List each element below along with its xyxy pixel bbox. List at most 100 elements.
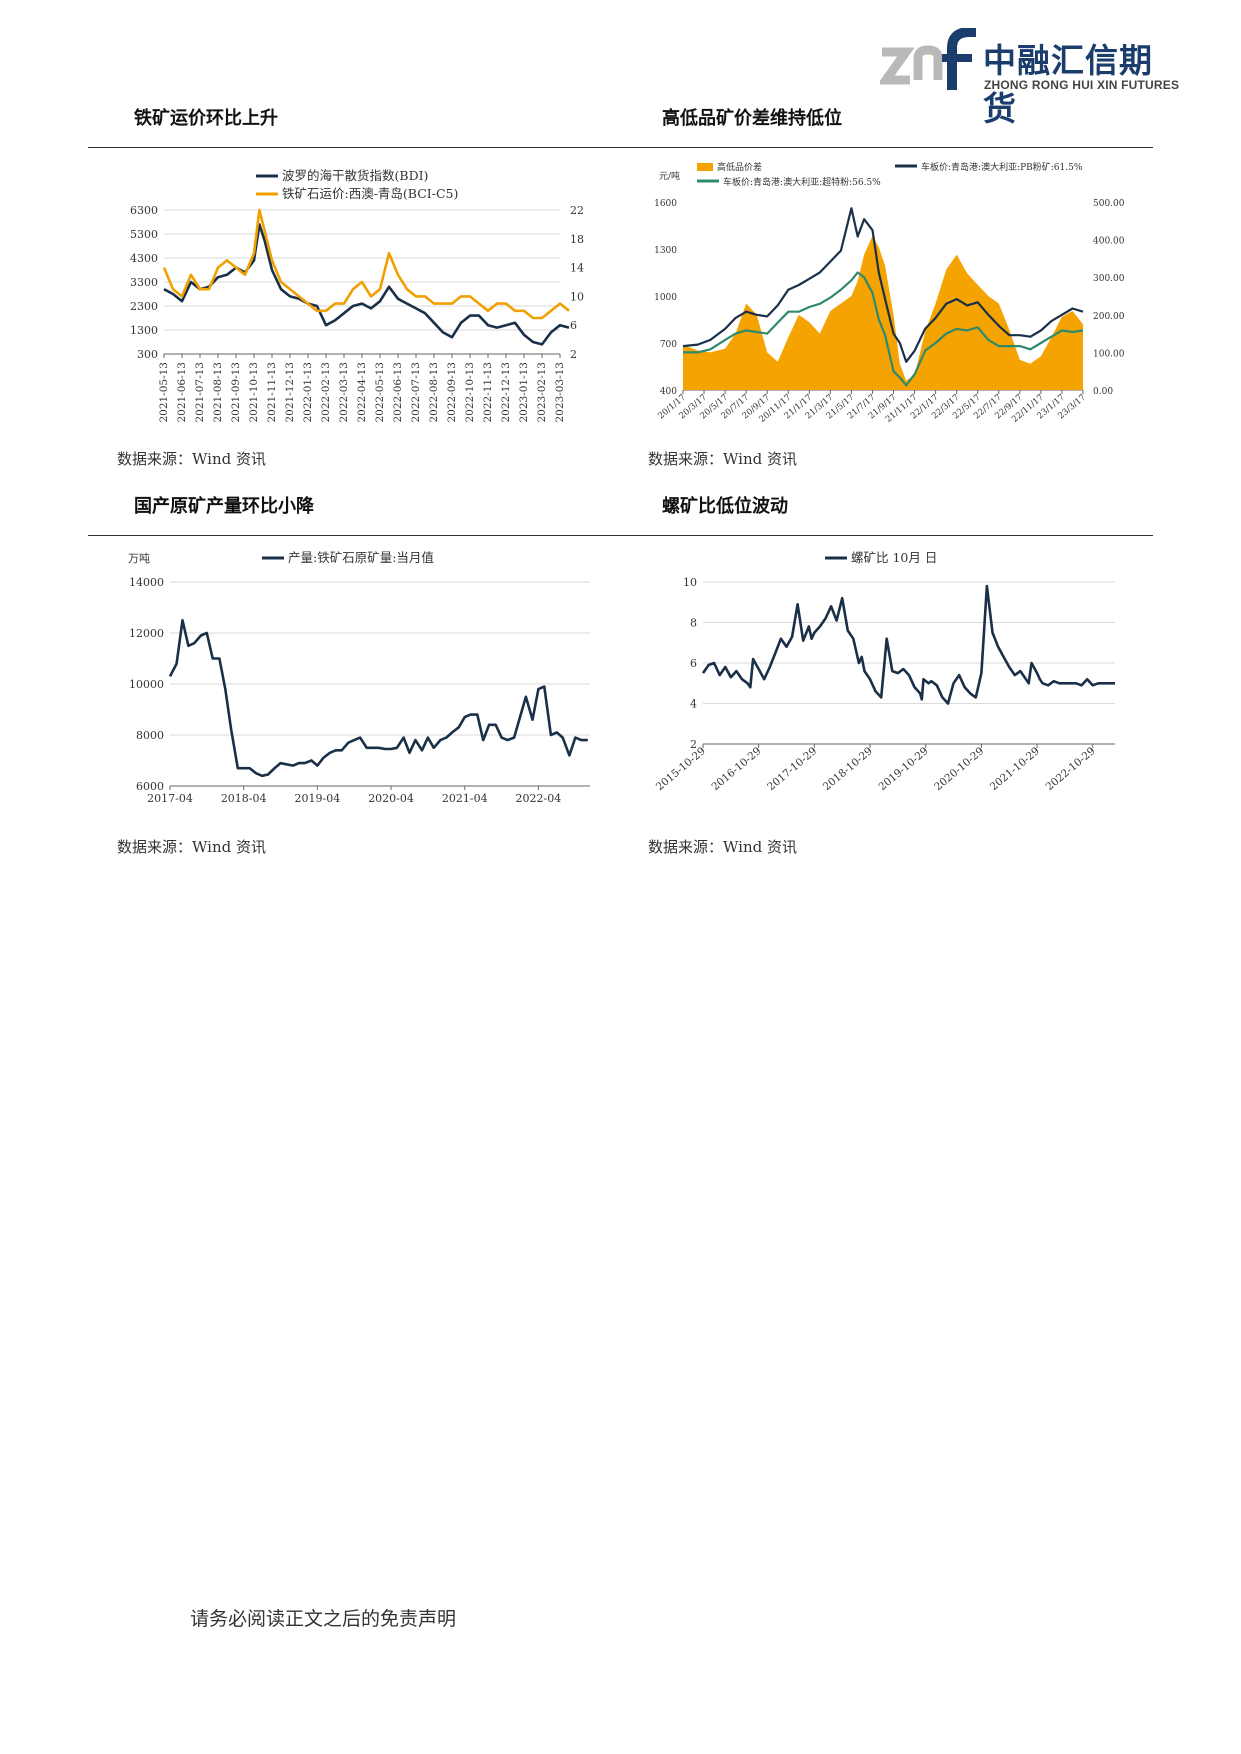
x-tick-label: 2021-04 bbox=[442, 792, 488, 805]
series-line-2 bbox=[683, 271, 1084, 387]
data-source-1: 数据来源：Wind 资讯 bbox=[117, 450, 266, 468]
bdi-bci-freight-chart: 6300 5300 4300 3300 2300 1300 300 22 18 14 10 6 2 202… bbox=[130, 168, 584, 423]
x-tick-label: 2022-07-13 bbox=[410, 362, 422, 423]
legend-label: 高低品价差 bbox=[717, 161, 762, 173]
y-left-tick-label: 300 bbox=[137, 348, 158, 361]
y-right-tick-label: 22 bbox=[570, 204, 584, 217]
y-right-tick-label: 400.00 bbox=[1093, 237, 1125, 247]
y-left-tick-label: 700 bbox=[660, 340, 677, 350]
y-right-tick-label: 300.00 bbox=[1093, 274, 1125, 284]
x-tick-label: 2017-10-29 bbox=[765, 745, 819, 793]
y-left-tick-label: 14000 bbox=[129, 576, 164, 589]
y-left-tick-label: 1300 bbox=[130, 324, 158, 337]
x-tick-label: 2022-01-13 bbox=[302, 362, 314, 423]
x-tick-label: 2021-12-13 bbox=[284, 362, 296, 423]
data-source-3: 数据来源：Wind 资讯 bbox=[117, 838, 266, 856]
x-tick-label: 2021-06-13 bbox=[176, 362, 188, 423]
y-left-tick-label: 10000 bbox=[129, 678, 164, 691]
x-tick-label: 2022-09-13 bbox=[446, 362, 458, 423]
x-tick-label: 2022-12-13 bbox=[500, 362, 512, 423]
y-left-tick-label: 3300 bbox=[130, 276, 158, 289]
x-tick-label: 2022-05-13 bbox=[374, 362, 386, 423]
x-tick-label: 2019-10-29 bbox=[877, 745, 931, 793]
section-divider-top bbox=[88, 147, 1153, 148]
x-tick-label: 2022-10-29 bbox=[1044, 745, 1098, 793]
legend-label: 车板价:青岛港:澳大利亚:超特粉:56.5% bbox=[723, 176, 881, 188]
company-name-cn: 中融汇信期货 bbox=[983, 41, 1153, 128]
x-tick-label: 2020-10-29 bbox=[932, 745, 986, 793]
series-line-0 bbox=[701, 584, 1115, 705]
y-right-tick-label: 10 bbox=[570, 290, 584, 303]
y-left-tick-label: 4 bbox=[690, 698, 697, 711]
x-tick-label: 2022-04-13 bbox=[356, 362, 368, 423]
y-left-tick-label: 400 bbox=[660, 387, 677, 397]
x-tick-label: 2022-06-13 bbox=[392, 362, 404, 423]
legend-label: 车板价:青岛港:澳大利亚:PB粉矿:61.5% bbox=[921, 161, 1083, 173]
x-tick-label: 2018-04 bbox=[221, 792, 267, 805]
y-left-tick-label: 2 bbox=[690, 738, 697, 751]
znf-logo-mark bbox=[880, 28, 976, 90]
y-axis-unit-label: 元/吨 bbox=[659, 170, 680, 182]
section-title-3: 国产原矿产量环比小降 bbox=[134, 496, 314, 517]
section-title-4: 螺矿比低位波动 bbox=[662, 496, 788, 517]
section-title-1: 铁矿运价环比上升 bbox=[134, 108, 278, 129]
series-area-0 bbox=[683, 235, 1083, 390]
y-left-tick-label: 5300 bbox=[130, 228, 158, 241]
data-source-4: 数据来源：Wind 资讯 bbox=[648, 838, 797, 856]
x-tick-label: 2022-03-13 bbox=[338, 362, 350, 423]
x-tick-label: 2020-04 bbox=[368, 792, 414, 805]
y-axis-unit-label: 万吨 bbox=[128, 552, 150, 565]
x-tick-label: 2017-04 bbox=[147, 792, 193, 805]
y-left-tick-label: 6300 bbox=[130, 204, 158, 217]
x-tick-label: 2022-02-13 bbox=[320, 362, 332, 423]
section-divider-middle bbox=[88, 535, 1153, 536]
section-title-2: 高低品矿价差维持低位 bbox=[662, 108, 842, 129]
x-tick-label: 2018-10-29 bbox=[821, 745, 875, 793]
data-source-2: 数据来源：Wind 资讯 bbox=[648, 450, 797, 468]
y-left-tick-label: 1000 bbox=[654, 293, 677, 303]
x-tick-label: 2021-05-13 bbox=[158, 362, 170, 423]
series-line-1 bbox=[162, 208, 570, 320]
series-line-0 bbox=[168, 619, 588, 778]
legend-label: 铁矿石运价:西澳-青岛(BCI-C5) bbox=[282, 186, 458, 201]
y-right-tick-label: 200.00 bbox=[1093, 312, 1125, 322]
series-line-0 bbox=[163, 223, 570, 346]
y-left-tick-label: 6 bbox=[690, 657, 697, 670]
y-left-tick-label: 2300 bbox=[130, 300, 158, 313]
y-right-tick-label: 2 bbox=[570, 348, 577, 361]
x-tick-label: 2021-08-13 bbox=[212, 362, 224, 423]
y-right-tick-label: 6 bbox=[570, 319, 577, 332]
y-left-tick-label: 8000 bbox=[136, 729, 164, 742]
x-tick-label: 2019-04 bbox=[295, 792, 341, 805]
x-tick-label: 2015-10-29 bbox=[654, 745, 708, 793]
y-left-tick-label: 1300 bbox=[654, 246, 677, 256]
y-right-tick-label: 18 bbox=[570, 233, 584, 246]
y-left-tick-label: 6000 bbox=[136, 780, 164, 793]
x-tick-label: 2023-01-13 bbox=[518, 362, 530, 423]
x-tick-label: 2022-11-13 bbox=[482, 362, 494, 423]
disclaimer-footer: 请务必阅读正文之后的免责声明 bbox=[190, 1608, 457, 1630]
x-tick-label: 2022-08-13 bbox=[428, 362, 440, 423]
x-tick-label: 2022-04 bbox=[516, 792, 562, 805]
x-tick-label: 2021-10-13 bbox=[248, 362, 260, 423]
company-name-en: ZHONG RONG HUI XIN FUTURES bbox=[984, 78, 1180, 92]
y-right-tick-label: 100.00 bbox=[1093, 349, 1125, 359]
grade-spread-chart: 1600 1300 1000 700 400 500.00 400.00 300.00 200.… bbox=[654, 161, 1125, 425]
x-tick-label: 2016-10-29 bbox=[710, 745, 764, 793]
x-tick-label: 2021-10-29 bbox=[988, 745, 1042, 793]
x-tick-label: 2023-03-13 bbox=[554, 362, 566, 423]
x-tick-label: 2021-11-13 bbox=[266, 362, 278, 423]
y-left-tick-label: 1600 bbox=[654, 199, 677, 209]
y-left-tick-label: 12000 bbox=[129, 627, 164, 640]
x-tick-label: 2021-07-13 bbox=[194, 362, 206, 423]
y-left-tick-label: 8 bbox=[690, 617, 697, 630]
x-tick-label: 2022-10-13 bbox=[464, 362, 476, 423]
y-right-tick-label: 0.00 bbox=[1093, 387, 1113, 397]
legend-label: 螺矿比 10月 日 bbox=[851, 550, 937, 565]
company-logo: 中融汇信期货 ZHONG RONG HUI XIN FUTURES bbox=[880, 28, 1179, 128]
x-tick-label: 2023-02-13 bbox=[536, 362, 548, 423]
y-left-tick-label: 10 bbox=[683, 576, 697, 589]
legend-swatch bbox=[697, 163, 713, 171]
y-right-tick-label: 14 bbox=[570, 262, 584, 275]
